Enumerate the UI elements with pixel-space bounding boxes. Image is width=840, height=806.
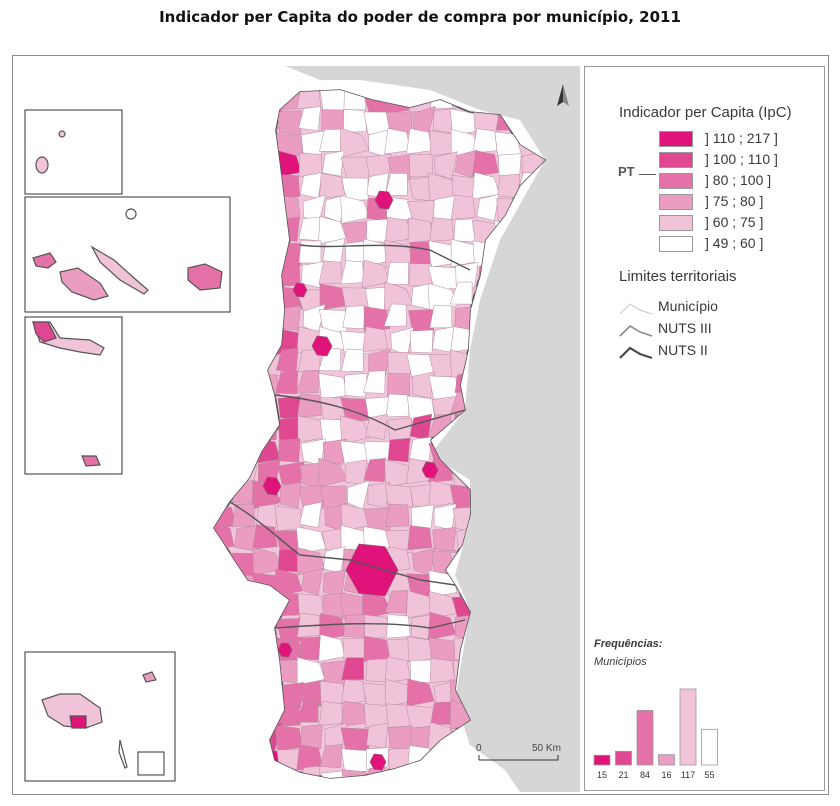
limit-line-icon: [619, 303, 653, 315]
limit-label: Município: [658, 298, 718, 314]
limit-line-icon: [619, 324, 653, 337]
north-arrow-icon: [557, 84, 569, 106]
pt-marker-line: [639, 174, 656, 175]
legend-class-label: ] 60 ; 75 ]: [705, 214, 764, 230]
legend-swatch: [659, 194, 693, 210]
legend-class-label: ] 80 ; 100 ]: [705, 172, 772, 188]
map-title: Indicador per Capita do poder de compra …: [159, 8, 681, 26]
frequencies-subtitle: Municípios: [594, 656, 647, 668]
legend-class-label: ] 100 ; 110 ]: [705, 151, 778, 167]
limits-title: Limites territoriais: [619, 268, 737, 285]
legend-swatch: [659, 236, 693, 252]
scale-start: 0: [476, 743, 482, 754]
pt-label: PT: [618, 164, 635, 179]
legend-class-label: ] 110 ; 217 ]: [705, 130, 778, 146]
legend-panel: [584, 66, 825, 791]
limit-line-icon: [619, 346, 653, 360]
legend-swatch: [659, 131, 693, 147]
legend-title: Indicador per Capita (IpC): [619, 104, 792, 121]
islands: [32, 130, 223, 769]
legend-class-label: ] 49 ; 60 ]: [705, 235, 764, 251]
legend-swatch: [659, 152, 693, 168]
inset-box-azores-west: [24, 109, 123, 195]
legend-swatch: [659, 215, 693, 231]
scale-end: 50 Km: [532, 743, 561, 754]
spain-land: [285, 66, 580, 792]
inset-box-selvagens: [137, 751, 165, 776]
limit-label: NUTS II: [658, 342, 708, 358]
legend-class-label: ] 75 ; 80 ]: [705, 193, 764, 209]
frequencies-title: Frequências:: [594, 638, 663, 650]
scale-bar: [478, 755, 559, 761]
legend-swatch: [659, 173, 693, 189]
limit-label: NUTS III: [658, 320, 712, 336]
nuts2-boundaries: [229, 244, 471, 629]
